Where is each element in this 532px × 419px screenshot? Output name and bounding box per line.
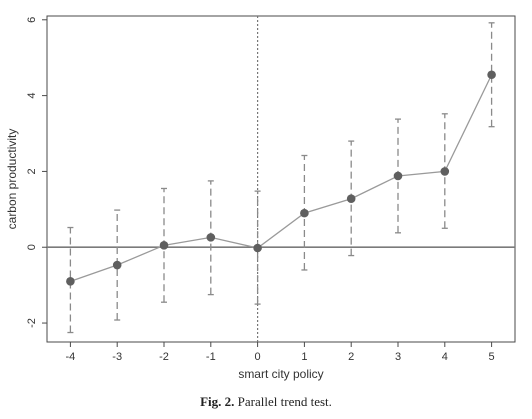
y-tick-label: 4 <box>26 93 38 99</box>
x-tick-label: 5 <box>489 351 495 363</box>
estimate-point <box>300 208 309 218</box>
x-tick-label: -4 <box>66 351 76 363</box>
y-tick-label: 0 <box>26 244 38 250</box>
caption-label: Fig. 2. <box>200 394 235 409</box>
x-tick-label: 0 <box>255 351 261 363</box>
x-tick-label: 2 <box>348 351 354 363</box>
parallel-trend-chart: -4 -3 -2 -1 0 1 2 3 4 5 -2 0 2 4 6 smart city policy car… <box>5 15 516 381</box>
estimate-point <box>253 243 262 253</box>
estimate-line <box>70 74 493 282</box>
y-tick-label: 6 <box>26 17 38 23</box>
x-tick-label: 3 <box>395 351 401 363</box>
y-tick-label: -2 <box>26 318 38 328</box>
estimate-point <box>159 241 169 250</box>
y-tick-label: 2 <box>26 168 38 174</box>
estimate-point <box>206 233 216 242</box>
estimate-point <box>487 70 496 80</box>
x-tick-label: -2 <box>159 351 169 363</box>
estimate-point <box>66 277 75 286</box>
x-tick-label: 1 <box>301 351 307 363</box>
y-axis-label: carbon productivity <box>5 129 19 230</box>
caption-text: Parallel trend test. <box>237 394 332 409</box>
x-tick-label: -3 <box>112 351 122 363</box>
plot-frame <box>46 15 516 343</box>
x-tick-label: 4 <box>442 351 448 363</box>
estimate-point <box>440 167 450 176</box>
estimate-point <box>346 194 356 204</box>
estimate-point <box>393 171 403 181</box>
figure-caption: Fig. 2. Parallel trend test. <box>0 394 532 410</box>
x-tick-label: -1 <box>206 351 216 363</box>
estimate-point <box>112 260 122 270</box>
x-axis-label: smart city policy <box>238 367 323 381</box>
